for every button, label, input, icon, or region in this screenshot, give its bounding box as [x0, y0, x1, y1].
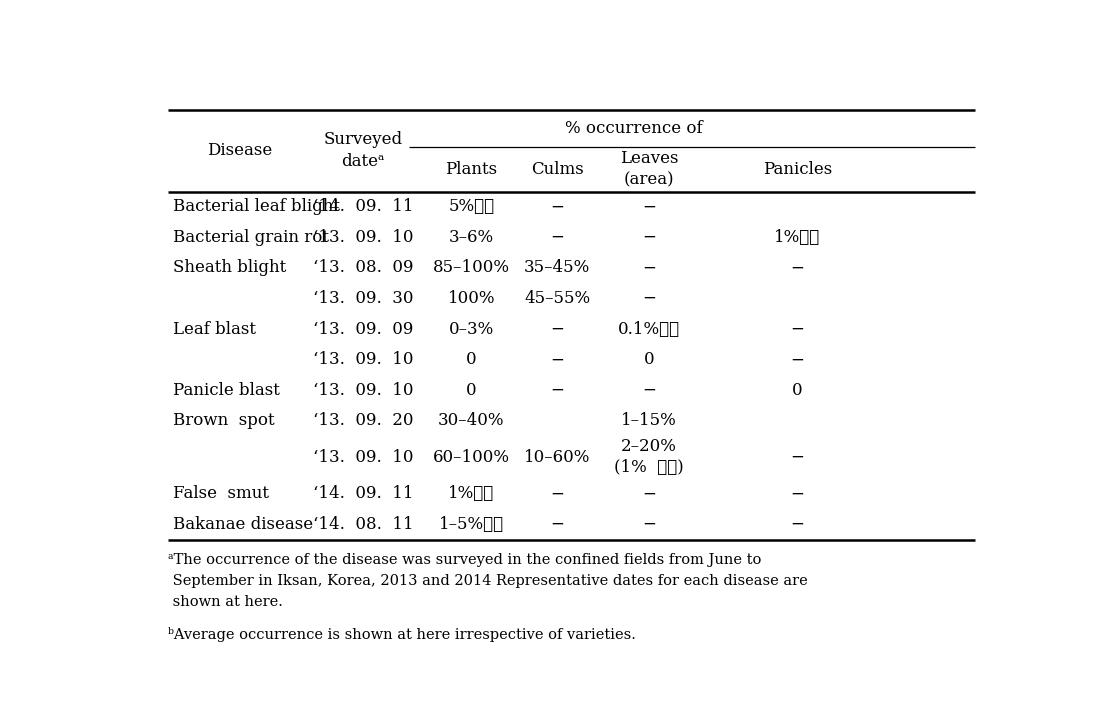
- Text: 3–6%: 3–6%: [448, 229, 494, 246]
- Text: −: −: [790, 259, 804, 277]
- Text: −: −: [550, 351, 563, 368]
- Text: False  smut: False smut: [173, 486, 269, 503]
- Text: Bacterial grain rot: Bacterial grain rot: [173, 229, 329, 246]
- Text: ‘13.  09.  10: ‘13. 09. 10: [313, 381, 413, 398]
- Text: −: −: [642, 259, 655, 277]
- Text: ᵃThe occurrence of the disease was surveyed in the confined fields from June to
: ᵃThe occurrence of the disease was surve…: [168, 554, 808, 609]
- Text: ‘13.  09.  30: ‘13. 09. 30: [313, 290, 413, 307]
- Text: ᵇAverage occurrence is shown at here irrespective of varieties.: ᵇAverage occurrence is shown at here irr…: [168, 627, 637, 642]
- Text: 35–45%: 35–45%: [524, 259, 590, 277]
- Text: Leaves
(area): Leaves (area): [620, 150, 679, 188]
- Text: 100%: 100%: [447, 290, 495, 307]
- Text: 60–100%: 60–100%: [433, 449, 509, 466]
- Text: ‘13.  09.  20: ‘13. 09. 20: [313, 413, 413, 430]
- Text: ‘13.  09.  10: ‘13. 09. 10: [313, 229, 413, 246]
- Text: −: −: [642, 229, 655, 246]
- Text: ‘13.  09.  10: ‘13. 09. 10: [313, 351, 413, 368]
- Text: Bacterial leaf blight: Bacterial leaf blight: [173, 199, 340, 216]
- Text: ‘13.  08.  09: ‘13. 08. 09: [313, 259, 413, 277]
- Text: ‘14.  09.  11: ‘14. 09. 11: [313, 486, 413, 503]
- Text: −: −: [642, 290, 655, 307]
- Text: −: −: [642, 516, 655, 533]
- Text: 30–40%: 30–40%: [438, 413, 505, 430]
- Text: % occurrence of: % occurrence of: [566, 120, 703, 137]
- Text: −: −: [790, 449, 804, 466]
- Text: 2–20%
(1%  이하): 2–20% (1% 이하): [614, 438, 684, 476]
- Text: 1%이하: 1%이하: [448, 486, 495, 503]
- Text: 1%이하: 1%이하: [774, 229, 820, 246]
- Text: −: −: [550, 229, 563, 246]
- Text: Surveyed
dateᵃ: Surveyed dateᵃ: [323, 131, 403, 170]
- Text: Plants: Plants: [445, 161, 497, 178]
- Text: ‘13.  09.  10: ‘13. 09. 10: [313, 449, 413, 466]
- Text: −: −: [790, 486, 804, 503]
- Text: 0: 0: [792, 381, 803, 398]
- Text: 10–60%: 10–60%: [524, 449, 590, 466]
- Text: 85–100%: 85–100%: [433, 259, 509, 277]
- Text: Bakanae disease: Bakanae disease: [173, 516, 313, 533]
- Text: −: −: [790, 320, 804, 337]
- Text: 0: 0: [643, 351, 654, 368]
- Text: −: −: [550, 486, 563, 503]
- Text: Panicle blast: Panicle blast: [173, 381, 280, 398]
- Text: −: −: [550, 516, 563, 533]
- Text: 0: 0: [466, 351, 476, 368]
- Text: Leaf blast: Leaf blast: [173, 320, 256, 337]
- Text: 0.1%이하: 0.1%이하: [618, 320, 680, 337]
- Text: ‘13.  09.  09: ‘13. 09. 09: [313, 320, 413, 337]
- Text: 0–3%: 0–3%: [448, 320, 494, 337]
- Text: Panicles: Panicles: [763, 161, 831, 178]
- Text: −: −: [642, 199, 655, 216]
- Text: Culms: Culms: [530, 161, 583, 178]
- Text: −: −: [642, 381, 655, 398]
- Text: Sheath blight: Sheath blight: [173, 259, 286, 277]
- Text: −: −: [550, 199, 563, 216]
- Text: 1–5%이하: 1–5%이하: [438, 516, 504, 533]
- Text: −: −: [642, 486, 655, 503]
- Text: 0: 0: [466, 381, 476, 398]
- Text: ‘14.  09.  11: ‘14. 09. 11: [313, 199, 413, 216]
- Text: 1–15%: 1–15%: [621, 413, 676, 430]
- Text: ‘14.  08.  11: ‘14. 08. 11: [313, 516, 413, 533]
- Text: −: −: [550, 320, 563, 337]
- Text: 5%이하: 5%이하: [448, 199, 495, 216]
- Text: Brown  spot: Brown spot: [173, 413, 275, 430]
- Text: −: −: [550, 381, 563, 398]
- Text: Disease: Disease: [207, 142, 272, 159]
- Text: 45–55%: 45–55%: [524, 290, 590, 307]
- Text: −: −: [790, 351, 804, 368]
- Text: −: −: [790, 516, 804, 533]
